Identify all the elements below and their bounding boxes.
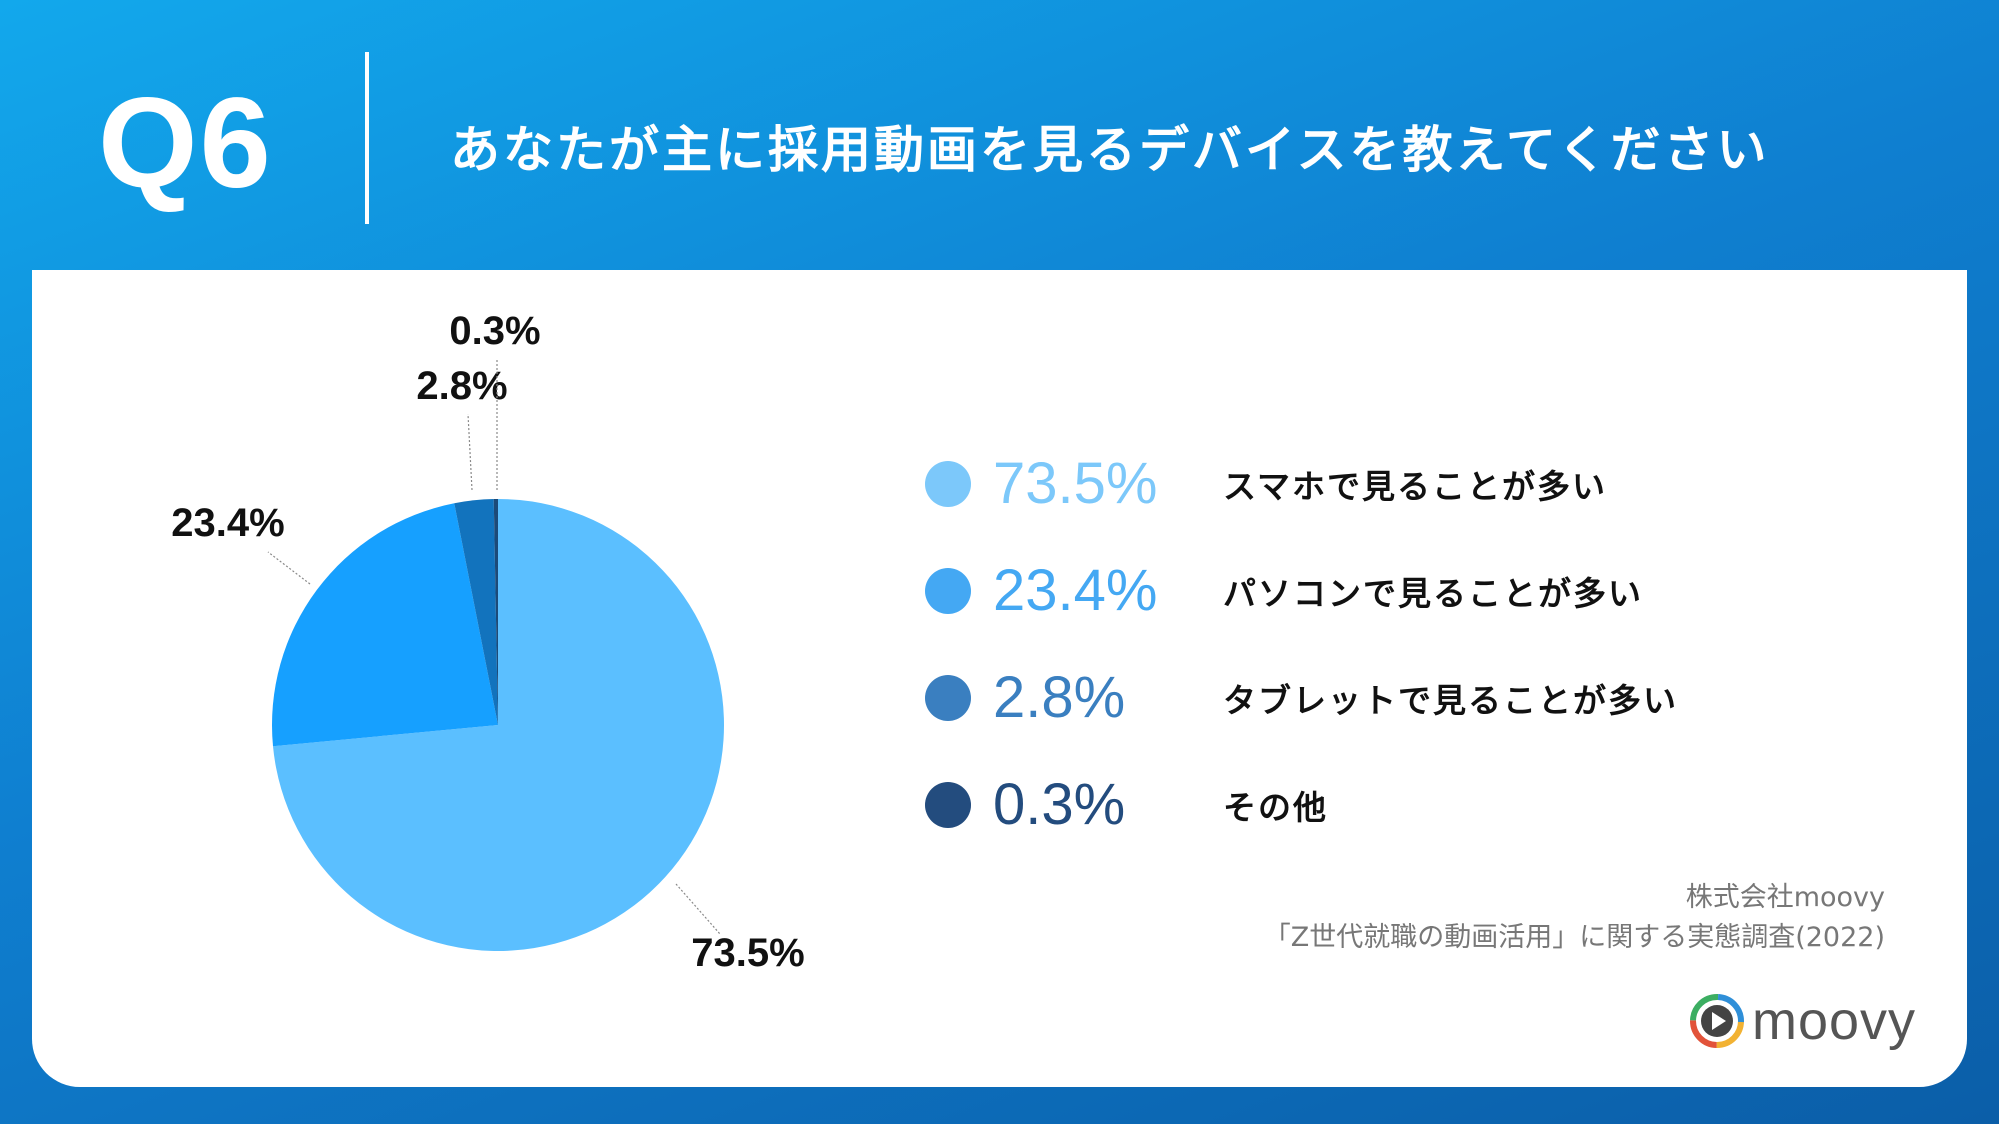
question-number: Q6 <box>98 72 273 215</box>
legend-value: 73.5% <box>993 451 1158 516</box>
slice-value-label: 73.5% <box>691 931 804 975</box>
pie-slice-pc <box>271 503 498 747</box>
logo-text: moovy <box>1752 991 1917 1051</box>
moovy-logo: moovy <box>1688 990 1916 1052</box>
legend-label: スマホで見ることが多い <box>1223 466 1608 506</box>
chart-legend: 73.5% スマホで見ることが多い 23.4% パソコンで見ることが多い 2.8… <box>925 430 1678 858</box>
legend-item: 2.8% タブレットで見ることが多い <box>925 644 1678 751</box>
legend-value: 0.3% <box>993 772 1126 837</box>
play-circle-icon <box>1690 994 1744 1048</box>
legend-value: 2.8% <box>993 665 1126 730</box>
legend-label: パソコンで見ることが多い <box>1223 573 1643 613</box>
legend-swatch <box>925 674 971 721</box>
legend-item: 23.4% パソコンで見ることが多い <box>925 537 1678 644</box>
source-note: 株式会社moovy 「Z世代就職の動画活用」に関する実態調査(2022) <box>1264 878 1885 958</box>
pie-slice-tablet <box>454 499 498 725</box>
legend-swatch <box>925 460 971 507</box>
legend-label: その他 <box>1223 787 1328 827</box>
slice-value-label: 23.4% <box>171 501 284 545</box>
pie-slice-other <box>493 499 498 725</box>
source-survey: 「Z世代就職の動画活用」に関する実態調査(2022) <box>1263 922 1885 953</box>
source-company: 株式会社moovy <box>1685 882 1885 913</box>
legend-label: タブレットで見ることが多い <box>1223 680 1678 720</box>
slice-value-label: 2.8% <box>416 364 507 408</box>
legend-item: 0.3% その他 <box>925 751 1678 858</box>
legend-swatch <box>925 567 971 614</box>
leader-line <box>267 551 311 585</box>
pie-slice-smartphone <box>273 499 724 951</box>
legend-swatch <box>925 781 971 828</box>
legend-item: 73.5% スマホで見ることが多い <box>925 430 1678 537</box>
header-divider <box>365 52 369 224</box>
legend-value: 23.4% <box>993 558 1158 623</box>
leader-line <box>675 883 721 935</box>
question-title: あなたが主に採用動画を見るデバイスを教えてください <box>450 121 1770 179</box>
leader-line <box>467 413 473 491</box>
slice-value-label: 0.3% <box>449 309 540 353</box>
